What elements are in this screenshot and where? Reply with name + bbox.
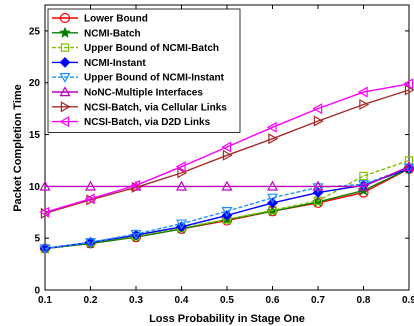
data-point-marker [84, 193, 95, 205]
data-point-marker [221, 207, 233, 217]
data-point-marker [222, 149, 233, 161]
y-tick-label: 0 [34, 286, 40, 297]
data-point-marker [404, 84, 414, 96]
data-point-marker [39, 206, 50, 218]
data-point-marker [59, 116, 70, 128]
legend-label: NCSI-Batch, via D2D Links [84, 117, 211, 128]
legend-item: NCSI-Batch, via D2D Links [52, 116, 211, 128]
x-tick-label: 0.2 [84, 295, 98, 306]
data-point-marker [177, 167, 188, 179]
legend-label: NoNC-Multiple Interfaces [84, 88, 203, 99]
y-tick-label: 15 [29, 130, 41, 141]
series-line [45, 166, 410, 188]
legend: Lower Bound NCMI-Batch Upper Bound of NCMI… [47, 8, 241, 133]
y-tick-label: 10 [29, 182, 41, 193]
data-point-marker [39, 180, 51, 191]
legend-label: Upper Bound of NCMI-Instant [84, 73, 225, 84]
data-point-marker [221, 180, 233, 191]
legend-label: Upper Bound of NCMI-Batch [84, 43, 219, 54]
x-tick-label: 0.6 [266, 295, 280, 306]
data-point-marker [221, 141, 232, 153]
x-axis-label: Loss Probability in Stage One [149, 313, 305, 325]
legend-item: NCMI-Batch [52, 26, 141, 39]
y-axis-label: Packet Completion Time [12, 84, 24, 212]
data-point-marker [357, 180, 370, 191]
y-tick-label: 20 [29, 78, 41, 89]
series-4 [39, 163, 414, 255]
legend-label: NCMI-Instant [84, 58, 146, 69]
legend-item: Lower Bound [52, 12, 148, 25]
series-line [44, 89, 410, 214]
legend-label: NCSI-Batch, via Cellular Links [84, 102, 227, 113]
data-point-marker [266, 121, 277, 133]
legend-label: Lower Bound [84, 14, 148, 25]
data-point-marker [359, 171, 368, 181]
series-layer [39, 78, 414, 255]
series-7 [39, 78, 414, 218]
data-point-marker [59, 12, 71, 24]
legend-item: NCSI-Batch, via Cellular Links [52, 101, 227, 113]
legend-item: Upper Bound of NCMI-Batch [52, 43, 219, 54]
x-tick-label: 0.4 [175, 295, 189, 306]
legend-item: Upper Bound of NCMI-Instant [52, 73, 225, 84]
data-point-marker [60, 101, 71, 113]
legend-box [47, 8, 241, 133]
x-tick-label: 0.7 [311, 295, 325, 306]
y-tick-label: 5 [34, 234, 40, 245]
series-line [44, 83, 410, 213]
data-point-marker [403, 78, 414, 90]
data-point-marker [39, 244, 51, 255]
data-point-marker [403, 160, 414, 171]
x-tick-label: 0.1 [38, 295, 52, 306]
data-point-marker [266, 193, 279, 204]
data-point-marker [266, 180, 279, 191]
data-point-marker [175, 161, 186, 173]
legend-item: NoNC-Multiple Interfaces [52, 86, 203, 99]
series-5 [39, 160, 414, 191]
data-point-marker [175, 219, 188, 230]
y-tick-label: 25 [29, 26, 41, 37]
data-point-marker [59, 26, 71, 38]
data-point-marker [130, 229, 142, 240]
x-tick-label: 0.3 [129, 295, 143, 306]
x-tick-label: 0.9 [402, 295, 414, 306]
data-point-marker [59, 86, 71, 97]
data-point-marker [130, 179, 141, 191]
data-point-marker [312, 103, 323, 115]
x-tick-label: 0.8 [357, 295, 371, 306]
x-axis: 0.1 0.2 0.3 0.4 0.5 0.6 0.7 0.8 0.9 [38, 5, 414, 306]
data-point-marker [59, 72, 71, 83]
data-point-marker [268, 133, 279, 145]
data-point-marker [59, 57, 71, 68]
legend-label: NCMI-Batch [84, 28, 141, 39]
data-point-marker [60, 43, 70, 52]
data-point-marker [175, 180, 188, 191]
data-point-marker [84, 238, 97, 249]
legend-item: NCMI-Instant [52, 57, 146, 69]
data-point-marker [312, 180, 324, 191]
data-point-marker [359, 98, 370, 111]
series-line [44, 167, 410, 250]
data-point-marker [312, 183, 324, 194]
data-point-marker [357, 86, 368, 98]
x-tick-label: 0.5 [220, 295, 234, 306]
data-point-marker [313, 115, 324, 127]
data-point-marker [84, 180, 97, 191]
